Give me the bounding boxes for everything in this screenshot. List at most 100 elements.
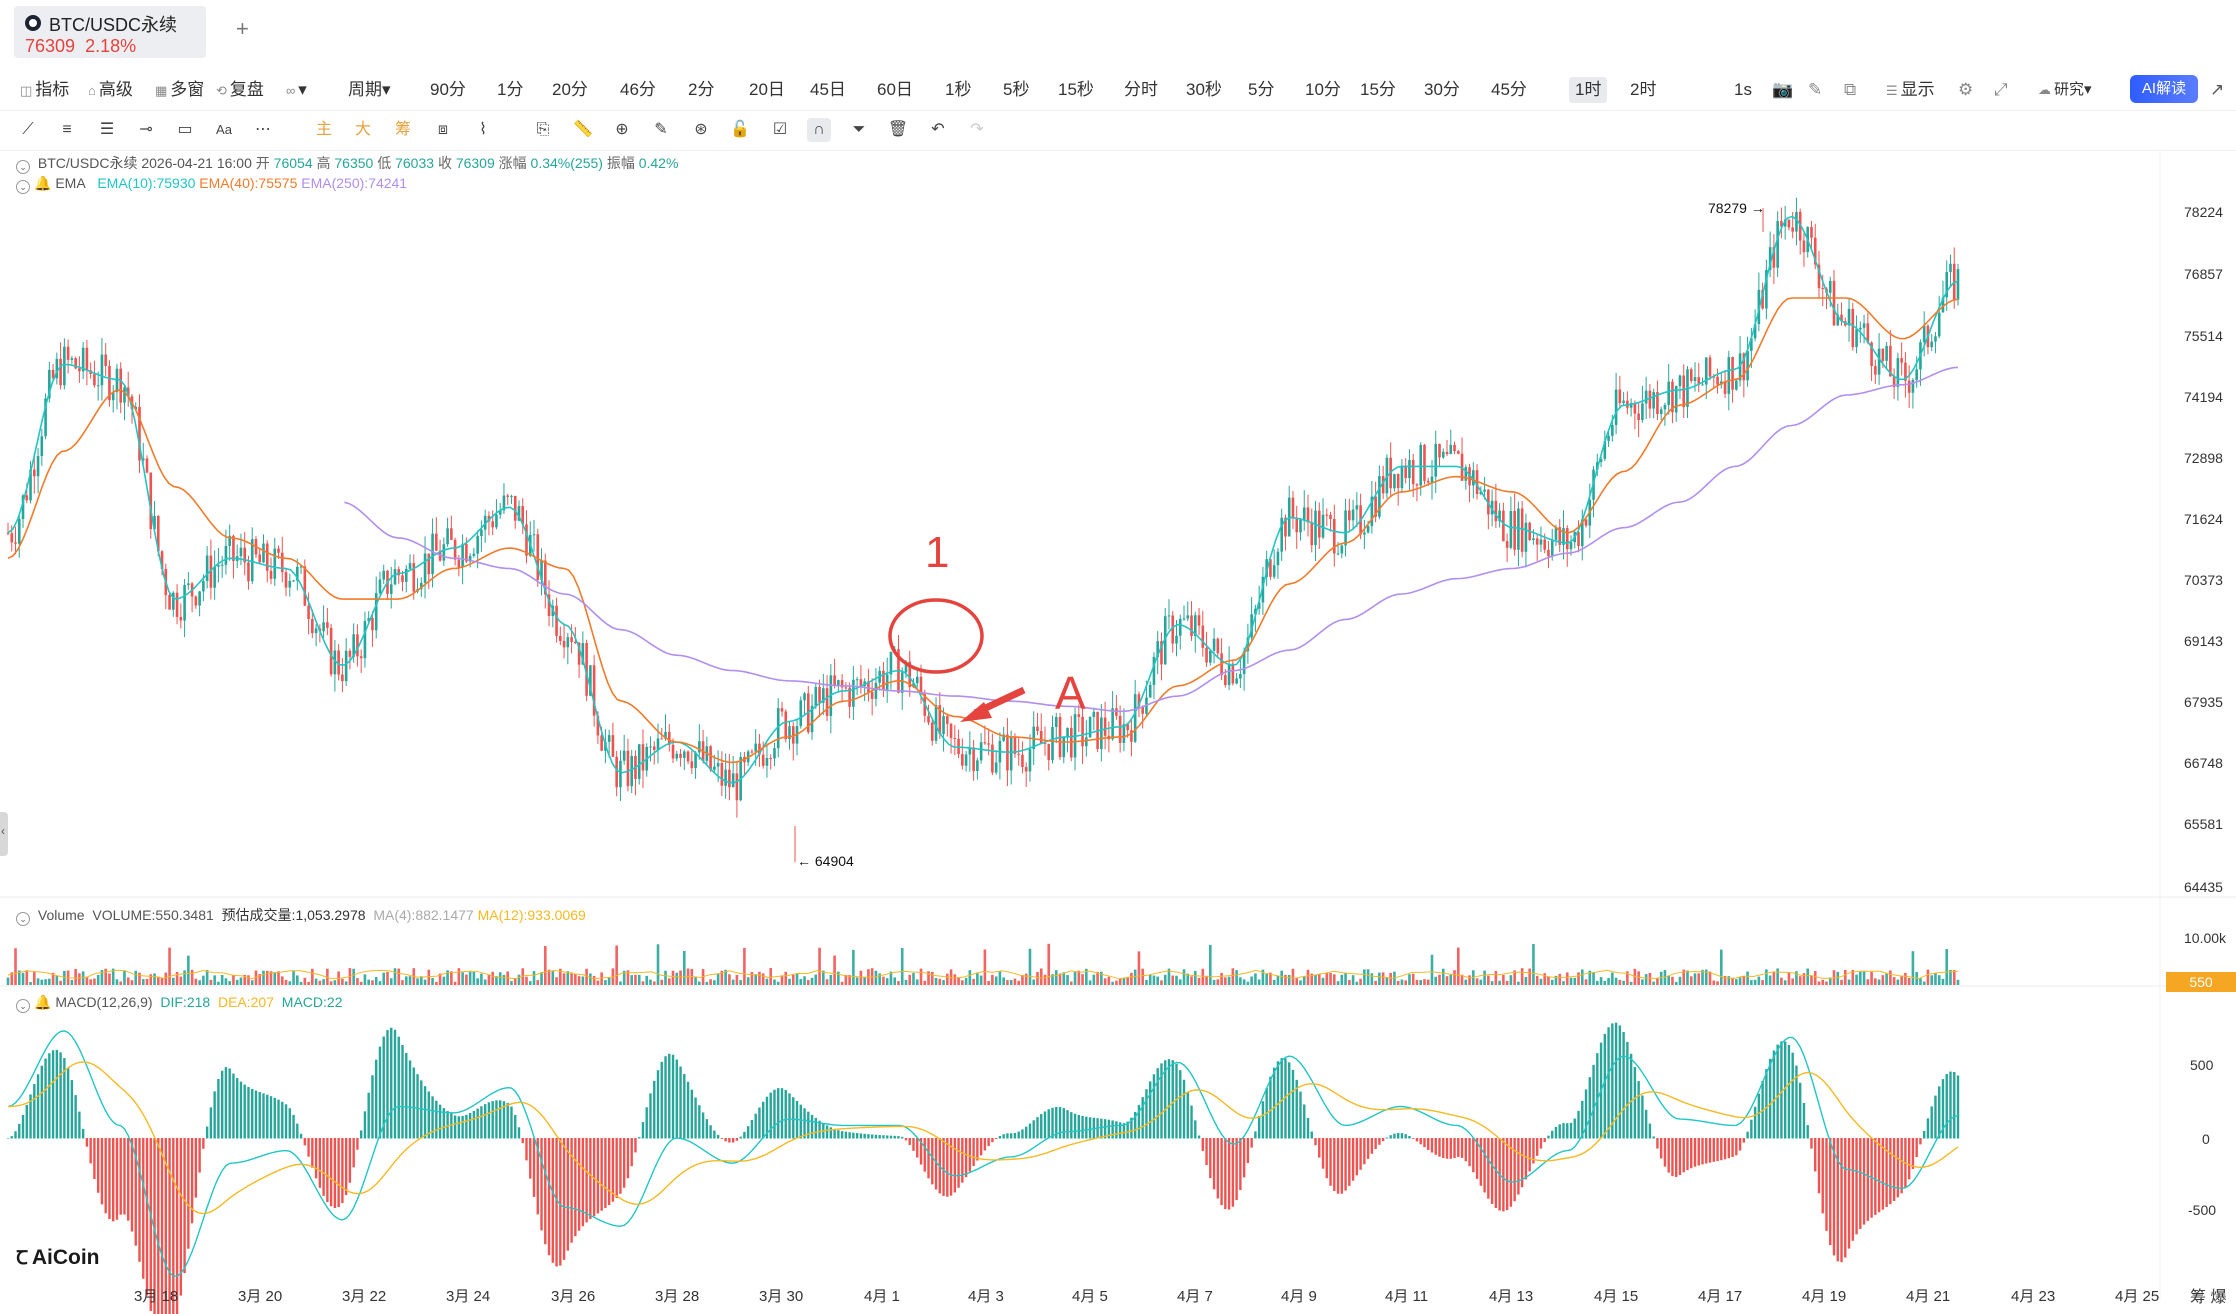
period-10[interactable]: 15秒 bbox=[1058, 80, 1094, 99]
period-1[interactable]: 1分 bbox=[497, 80, 524, 99]
macd-histogram-bar bbox=[1111, 1120, 1114, 1139]
volume-bar bbox=[93, 978, 96, 985]
magnet-draw-icon[interactable]: ✎ bbox=[654, 121, 668, 138]
volume-bar bbox=[1603, 980, 1607, 985]
text-tool-icon[interactable]: Aa bbox=[216, 122, 232, 137]
copy-icon[interactable]: ⎘ bbox=[536, 121, 550, 138]
replay-button[interactable]: ⟲ 复盘 bbox=[216, 80, 264, 99]
period-6[interactable]: 45日 bbox=[810, 80, 846, 99]
magnet-icon[interactable]: ∩ bbox=[807, 118, 831, 142]
multi-window-button[interactable]: ▦ 多窗 bbox=[155, 80, 205, 99]
compare-icon[interactable]: ⧈ bbox=[437, 121, 449, 138]
macd-histogram-bar bbox=[138, 1138, 141, 1262]
macd-histogram-bar bbox=[277, 1099, 280, 1139]
collapse-icon[interactable]: ⌄ bbox=[16, 180, 30, 194]
macd-histogram-bar bbox=[1242, 1138, 1246, 1178]
parallel-lines-icon[interactable]: ≡ bbox=[62, 121, 72, 138]
bell-icon[interactable]: 🔔 bbox=[34, 994, 52, 1010]
lock-icon[interactable]: 🔓 bbox=[730, 121, 750, 138]
period-11[interactable]: 分时 bbox=[1124, 80, 1158, 99]
macd-histogram-bar bbox=[1088, 1117, 1092, 1139]
collapse-icon[interactable]: ⌄ bbox=[16, 160, 30, 174]
window-icon[interactable]: ⧉ bbox=[1844, 80, 1857, 99]
volume-bar bbox=[156, 976, 160, 985]
macd-histogram-bar bbox=[912, 1138, 915, 1151]
drawing-list-icon[interactable]: ☑ bbox=[772, 121, 788, 138]
fullscreen-icon[interactable]: ⤢ bbox=[1994, 80, 2008, 99]
filter-icon[interactable]: ⏷ bbox=[852, 121, 866, 138]
trash-icon[interactable]: 🗑 bbox=[887, 121, 909, 138]
main-chart-icon[interactable]: 主 bbox=[315, 121, 332, 138]
visibility-icon[interactable]: ⊛ bbox=[694, 121, 708, 138]
period-19[interactable]: 2时 bbox=[1630, 80, 1657, 99]
zoom-icon[interactable]: ⊕ bbox=[615, 121, 629, 138]
volume-bar bbox=[292, 970, 295, 985]
camera-icon[interactable]: 📷 bbox=[1772, 80, 1794, 99]
settings-icon[interactable]: ⚙ bbox=[1958, 80, 1974, 99]
macd-histogram-bar bbox=[1404, 1134, 1407, 1139]
advanced-button[interactable]: ⌂ 高级 bbox=[88, 80, 133, 99]
macd-histogram-bar bbox=[333, 1138, 337, 1208]
undo-icon[interactable]: ↶ bbox=[931, 121, 945, 138]
volume-bar bbox=[1280, 970, 1283, 985]
period-16[interactable]: 30分 bbox=[1424, 80, 1460, 99]
ai-interpret-button[interactable]: AI解读 bbox=[2130, 75, 2198, 103]
trend-line-icon[interactable]: ⟋ bbox=[22, 121, 34, 138]
ruler-icon[interactable]: 📏 bbox=[573, 121, 593, 138]
large-order-icon[interactable]: 大 bbox=[354, 121, 371, 138]
brush-icon[interactable]: ⌇ bbox=[479, 121, 487, 138]
candle bbox=[1904, 362, 1907, 381]
volume-bar bbox=[491, 971, 494, 985]
period-4[interactable]: 2分 bbox=[688, 80, 715, 99]
volume-bar bbox=[1689, 976, 1693, 985]
candle bbox=[788, 726, 791, 740]
share-icon[interactable]: ↗ bbox=[2210, 80, 2225, 99]
corner-label[interactable]: 筹 爆 bbox=[2190, 1289, 2227, 1306]
period-9[interactable]: 5秒 bbox=[1003, 80, 1030, 99]
candle bbox=[359, 656, 363, 659]
left-panel-handle[interactable] bbox=[0, 812, 8, 856]
pen-icon[interactable]: ✎ bbox=[1808, 80, 1823, 99]
candle bbox=[1133, 694, 1137, 742]
period-12[interactable]: 30秒 bbox=[1186, 80, 1222, 99]
period-2[interactable]: 20分 bbox=[552, 80, 588, 99]
rectangle-icon[interactable]: ▭ bbox=[177, 121, 193, 138]
period-15[interactable]: 15分 bbox=[1360, 80, 1396, 99]
candle bbox=[1952, 263, 1956, 300]
candle bbox=[694, 752, 697, 769]
horizontal-lines-icon[interactable]: ☰ bbox=[99, 121, 115, 138]
period-5[interactable]: 20日 bbox=[749, 80, 785, 99]
period-0[interactable]: 90分 bbox=[430, 80, 466, 99]
macd-histogram-bar bbox=[134, 1138, 137, 1246]
horizontal-ray-icon[interactable]: ⊸ bbox=[139, 121, 153, 138]
interval-1s-button[interactable]: 1s bbox=[1734, 80, 1752, 99]
bell-icon[interactable]: 🔔 bbox=[34, 175, 52, 191]
macd-histogram-bar bbox=[1648, 1123, 1652, 1139]
volume-bar bbox=[1374, 980, 1377, 985]
display-button[interactable]: ☰ 显示 bbox=[1886, 80, 1935, 99]
collapse-icon[interactable]: ⌄ bbox=[16, 999, 30, 1013]
macd-histogram-bar bbox=[1907, 1138, 1911, 1180]
period-17[interactable]: 45分 bbox=[1491, 80, 1527, 99]
period-3[interactable]: 46分 bbox=[620, 80, 656, 99]
period-14[interactable]: 10分 bbox=[1305, 80, 1341, 99]
collapse-icon[interactable]: ⌄ bbox=[16, 912, 30, 926]
period-18[interactable]: 1时 bbox=[1569, 77, 1608, 103]
period-7[interactable]: 60日 bbox=[877, 80, 913, 99]
add-tab-button[interactable]: + bbox=[236, 16, 249, 41]
indicator-button[interactable]: ◫ 指标 bbox=[20, 80, 70, 99]
period-8[interactable]: 1秒 bbox=[945, 80, 972, 99]
more-tools-icon[interactable]: ⋯ bbox=[255, 121, 271, 138]
macd-histogram-bar bbox=[904, 1138, 908, 1141]
research-dropdown[interactable]: ☁ 研究▾ bbox=[2038, 81, 2092, 98]
more-dropdown[interactable]: ∞ ▾ bbox=[286, 80, 307, 99]
redo-icon[interactable]: ↷ bbox=[970, 121, 984, 138]
chips-icon[interactable]: 筹 bbox=[394, 121, 411, 138]
period-13[interactable]: 5分 bbox=[1248, 80, 1275, 99]
legend-amplitude: 0.42% bbox=[638, 155, 679, 171]
candle bbox=[29, 469, 32, 501]
volume-value: VOLUME:550.3481 bbox=[92, 907, 214, 923]
symbol-tab[interactable]: BTC/USDC永续 76309 2.18% bbox=[14, 6, 206, 58]
period-dropdown[interactable]: 周期▾ bbox=[348, 80, 391, 99]
